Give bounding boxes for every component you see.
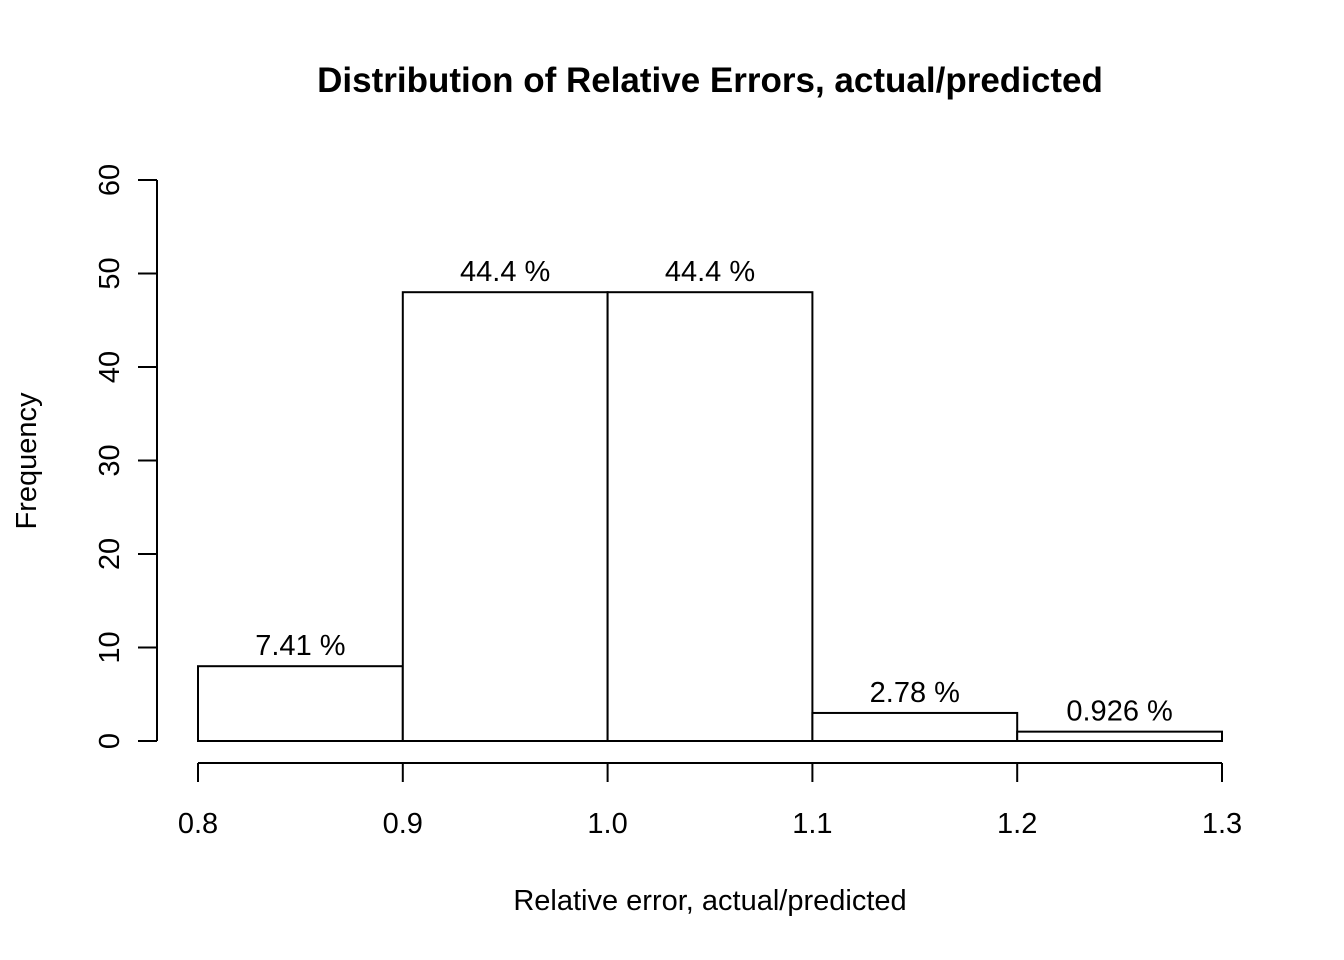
x-tick-label: 1.2 xyxy=(997,808,1037,840)
histogram-bar xyxy=(401,291,609,742)
histogram-bar xyxy=(197,665,404,743)
x-tick-label: 1.1 xyxy=(792,808,832,840)
bar-percent-label: 0.926 % xyxy=(1066,696,1172,728)
x-tick-label: 1.0 xyxy=(587,808,627,840)
chart-title: Distribution of Relative Errors, actual/… xyxy=(317,61,1103,100)
bar-percent-label: 44.4 % xyxy=(460,256,550,288)
y-tick-label: 50 xyxy=(94,257,126,289)
x-tick-label: 0.9 xyxy=(383,808,423,840)
bar-percent-label: 7.41 % xyxy=(255,630,345,662)
y-axis: 0 10 20 30 40 50 60 xyxy=(94,164,158,749)
x-axis-label: Relative error, actual/predicted xyxy=(513,885,906,917)
y-tick-label: 10 xyxy=(94,631,126,663)
bar-percent-label: 2.78 % xyxy=(870,677,960,709)
y-tick-label: 60 xyxy=(94,164,126,196)
bar-labels: 7.41 % 44.4 % 44.4 % 2.78 % 0.926 % xyxy=(255,256,1173,727)
x-tick-label: 1.3 xyxy=(1202,808,1242,840)
histogram-bar xyxy=(1016,730,1224,743)
y-axis-label: Frequency xyxy=(11,392,43,530)
y-tick-label: 20 xyxy=(94,538,126,570)
histogram-bar xyxy=(606,291,814,742)
y-tick-label: 40 xyxy=(94,351,126,383)
bars xyxy=(197,291,1224,743)
y-tick-label: 0 xyxy=(94,733,126,749)
y-tick-label: 30 xyxy=(94,444,126,476)
histogram-bar xyxy=(811,711,1019,743)
bar-percent-label: 44.4 % xyxy=(665,256,755,288)
x-tick-label: 0.8 xyxy=(178,808,218,840)
x-axis: 0.8 0.9 1.0 1.1 1.2 1.3 xyxy=(178,762,1242,840)
